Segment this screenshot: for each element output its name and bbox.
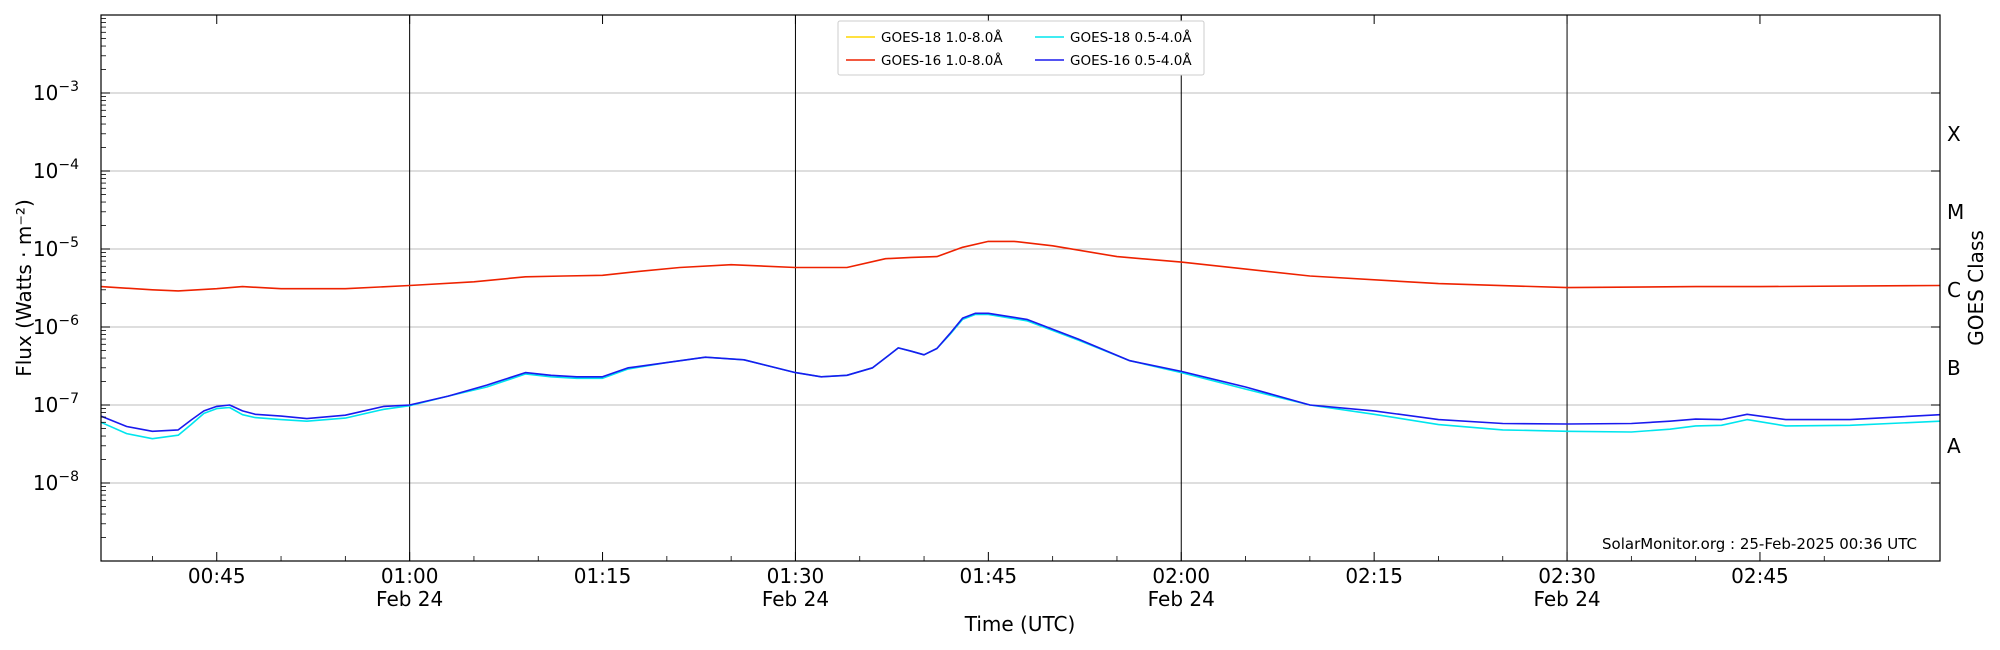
x-tick-label: 00:45: [188, 564, 246, 588]
y-tick-label: 10−7: [33, 391, 79, 417]
series-line-2: [100, 313, 1941, 440]
grid-lines: [101, 92, 1940, 484]
y-tick-label: 10−5: [33, 235, 79, 261]
y-tick-label: 10−4: [33, 157, 79, 183]
goes-class-label: M: [1947, 200, 1964, 224]
legend-box: [837, 20, 1205, 76]
x-tick-label: 01:30: [767, 564, 825, 588]
x-tick-label: 02:45: [1731, 564, 1789, 588]
goes-class-label: B: [1947, 356, 1961, 380]
y-tick-label: 10−6: [33, 313, 79, 339]
series-lines: [100, 240, 1941, 440]
legend-entry-label: GOES-16 0.5-4.0Å: [1070, 52, 1192, 69]
legend-entry-label: GOES-16 1.0-8.0Å: [881, 52, 1003, 69]
x-tick-date-label: Feb 24: [376, 587, 443, 611]
goes-class-label: X: [1947, 122, 1961, 146]
y-tick-label: 10−8: [33, 469, 79, 495]
x-tick-label: 01:45: [960, 564, 1018, 588]
x-tick-label: 02:30: [1538, 564, 1596, 588]
goes-class-label: A: [1947, 434, 1961, 458]
legend-entry-label: GOES-18 1.0-8.0Å: [881, 29, 1003, 46]
x-tick-date-label: Feb 24: [762, 587, 829, 611]
series-line-3: [100, 312, 1941, 433]
x-tick-label: 02:00: [1152, 564, 1210, 588]
legend: GOES-18 1.0-8.0Å GOES-18 0.5-4.0Å GOES-16 …: [837, 20, 1205, 76]
x-tick-label: 01:00: [381, 564, 439, 588]
y-axis-label: Flux (Watts · m⁻²): [12, 199, 36, 377]
right-axis-label: GOES Class: [1964, 230, 1988, 346]
series-line-1: [100, 240, 1941, 292]
x-tick-label: 01:15: [574, 564, 632, 588]
x-axis-label: Time (UTC): [964, 612, 1076, 636]
legend-entry-label: GOES-18 0.5-4.0Å: [1070, 29, 1192, 46]
x-tick-label: 02:15: [1345, 564, 1403, 588]
plot-frame: [100, 14, 1941, 562]
day-separator-lines: [409, 15, 1568, 561]
axis-ticks: [101, 15, 1940, 561]
goes-class-label: C: [1947, 278, 1961, 302]
credit-text: SolarMonitor.org : 25-Feb-2025 00:36 UTC: [1602, 535, 1917, 553]
x-tick-date-label: Feb 24: [1533, 587, 1600, 611]
x-tick-date-label: Feb 24: [1148, 587, 1215, 611]
y-tick-label: 10−3: [33, 79, 79, 105]
